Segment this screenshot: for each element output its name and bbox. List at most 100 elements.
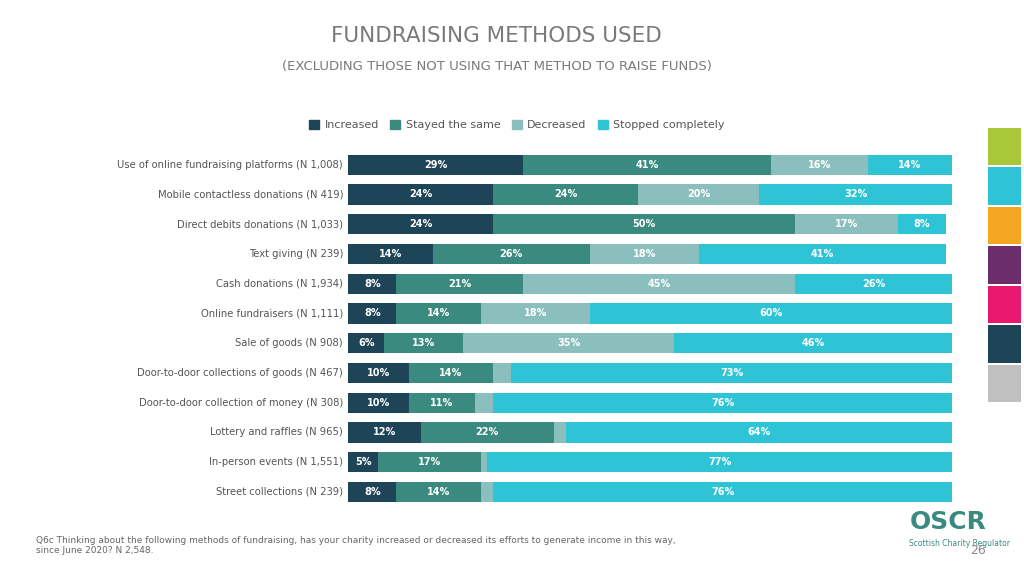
Bar [348,304,396,324]
Bar [348,363,409,383]
Bar [348,452,379,472]
Legend: Increased, Stayed the same, Decreased, Stopped completely: Increased, Stayed the same, Decreased, S… [309,120,725,130]
Bar [481,452,487,472]
Bar [348,422,421,442]
Text: Street collections (N 239): Street collections (N 239) [216,487,343,497]
Text: 17%: 17% [418,457,441,467]
Text: OSCR: OSCR [909,510,986,534]
Bar [348,154,523,175]
Bar [494,393,952,413]
Bar [675,333,952,353]
Text: In-person events (N 1,551): In-person events (N 1,551) [209,457,343,467]
Text: 46%: 46% [802,338,825,348]
Bar [796,214,898,234]
Text: 8%: 8% [364,487,381,497]
Bar [348,244,433,264]
Bar [494,482,952,502]
Text: 11%: 11% [430,397,454,408]
Bar [348,214,494,234]
Text: 10%: 10% [367,368,390,378]
Bar [409,363,494,383]
Text: Door-to-door collections of goods (N 467): Door-to-door collections of goods (N 467… [137,368,343,378]
Bar [565,422,952,442]
Text: Q6c Thinking about the following methods of fundraising, has your charity increa: Q6c Thinking about the following methods… [36,536,676,555]
Bar [421,422,554,442]
Text: 41%: 41% [636,160,658,170]
Bar [511,363,952,383]
Bar [698,244,946,264]
Text: 17%: 17% [835,219,858,229]
Bar [396,304,481,324]
Text: 18%: 18% [523,308,547,319]
Bar [523,274,796,294]
Text: 50%: 50% [633,219,655,229]
Text: 24%: 24% [554,190,578,199]
Bar [590,244,698,264]
Bar [487,452,952,472]
Bar [796,274,952,294]
Text: 35%: 35% [557,338,581,348]
Bar [348,274,396,294]
Text: 16%: 16% [808,160,831,170]
Text: 6%: 6% [358,338,375,348]
Bar [396,482,481,502]
Text: Lottery and raffles (N 965): Lottery and raffles (N 965) [210,427,343,438]
Text: 12%: 12% [373,427,396,438]
Bar [379,452,481,472]
Text: Scottish Charity Regulator: Scottish Charity Regulator [909,539,1011,548]
Bar [396,274,523,294]
Text: 20%: 20% [687,190,711,199]
Text: 24%: 24% [409,190,432,199]
Bar [433,244,590,264]
Text: 60%: 60% [760,308,782,319]
Text: Sale of goods (N 908): Sale of goods (N 908) [236,338,343,348]
Bar [638,184,759,204]
Text: 76%: 76% [711,397,734,408]
Text: 73%: 73% [720,368,743,378]
Bar [384,333,463,353]
Text: 14%: 14% [898,160,922,170]
Text: Cash donations (N 1,934): Cash donations (N 1,934) [216,279,343,289]
Bar [590,304,952,324]
Bar [494,363,511,383]
Text: 21%: 21% [449,279,472,289]
Text: 64%: 64% [748,427,771,438]
Text: 77%: 77% [708,457,731,467]
Text: 26: 26 [970,544,986,558]
Text: 14%: 14% [379,249,402,259]
Text: 13%: 13% [412,338,435,348]
Bar [898,214,946,234]
Bar [348,482,396,502]
Bar [475,393,494,413]
Text: 5%: 5% [355,457,372,467]
Bar [523,154,771,175]
Text: 18%: 18% [633,249,656,259]
Text: 8%: 8% [364,279,381,289]
Bar [554,422,565,442]
Bar [409,393,475,413]
Text: FUNDRAISING METHODS USED: FUNDRAISING METHODS USED [332,26,662,46]
Bar [348,393,409,413]
Bar [494,184,638,204]
Text: 26%: 26% [862,279,886,289]
Text: 8%: 8% [913,219,931,229]
Bar [494,214,796,234]
Bar [348,333,384,353]
Text: Online fundraisers (N 1,111): Online fundraisers (N 1,111) [201,308,343,319]
Bar [481,304,590,324]
Bar [348,184,494,204]
Text: 24%: 24% [409,219,432,229]
Text: 22%: 22% [475,427,499,438]
Bar [759,184,952,204]
Text: 14%: 14% [439,368,463,378]
Text: Mobile contactless donations (N 419): Mobile contactless donations (N 419) [158,190,343,199]
Text: (EXCLUDING THOSE NOT USING THAT METHOD TO RAISE FUNDS): (EXCLUDING THOSE NOT USING THAT METHOD T… [282,60,712,74]
Text: 14%: 14% [427,487,451,497]
Text: 8%: 8% [364,308,381,319]
Bar [867,154,952,175]
Text: 10%: 10% [367,397,390,408]
Text: 14%: 14% [427,308,451,319]
Bar [481,482,494,502]
Text: Door-to-door collection of money (N 308): Door-to-door collection of money (N 308) [139,397,343,408]
Text: Text giving (N 239): Text giving (N 239) [249,249,343,259]
